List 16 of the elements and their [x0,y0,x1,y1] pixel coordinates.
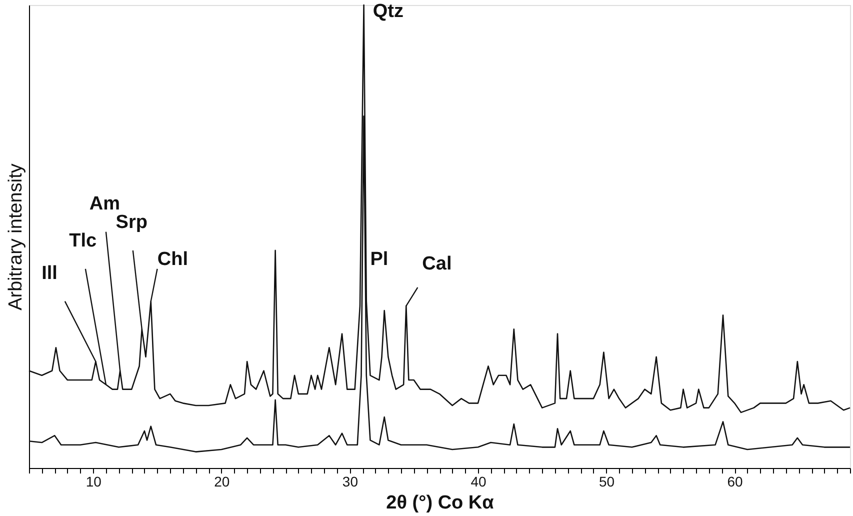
x-tick-label: 20 [214,474,230,490]
annotation: Qtz [372,1,404,22]
x-tick-label: 30 [342,474,358,490]
x-tick-label: 40 [470,474,486,490]
annotation: Tlc [69,230,98,252]
annotation: Ill [42,262,58,284]
annotation: Cal [422,254,452,275]
annotation: Am [89,193,120,214]
x-tick-label: 60 [727,474,744,490]
x-tick-label: 50 [598,474,615,490]
annotation: Chl [157,248,188,270]
annotation: Pl [370,248,388,270]
y-axis-title: Arbitrary intensity [6,163,26,310]
x-axis-title: 2θ (°) Co Kα [386,492,494,514]
x-tick-label: 10 [86,474,102,490]
annotation: Srp [116,212,148,233]
